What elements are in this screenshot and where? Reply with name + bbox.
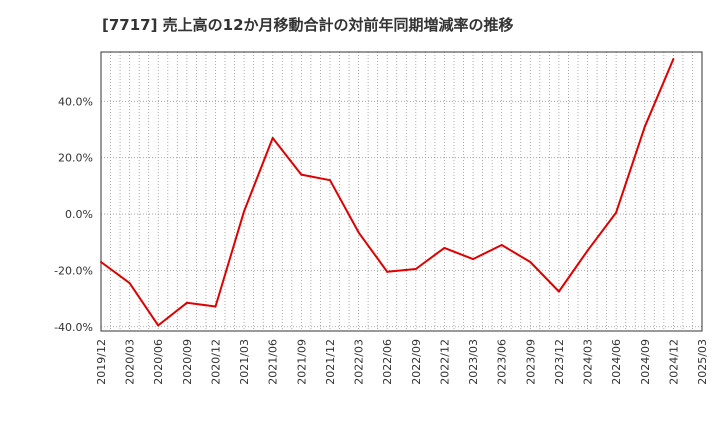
data-point <box>443 246 446 249</box>
data-point <box>100 260 102 263</box>
x-tick-label: 2021/03 <box>238 339 251 385</box>
data-point <box>529 260 532 263</box>
data-point <box>672 58 675 61</box>
grid-lines <box>101 52 702 331</box>
x-tick-label: 2023/09 <box>524 339 537 385</box>
x-tick-label: 2022/12 <box>438 339 451 385</box>
x-tick-label: 2023/12 <box>553 339 566 385</box>
x-tick-label: 2023/06 <box>496 339 509 385</box>
y-tick-label: -20.0% <box>54 264 93 277</box>
data-point <box>300 173 303 176</box>
x-tick-label: 2024/12 <box>667 339 680 385</box>
x-tick-label: 2020/06 <box>152 339 165 385</box>
x-tick-label: 2025/03 <box>696 339 709 385</box>
x-tick-label: 2020/03 <box>124 339 137 385</box>
plot-frame <box>100 51 703 332</box>
y-tick-label: 40.0% <box>58 95 93 108</box>
x-tick-label: 2024/09 <box>639 339 652 385</box>
data-point <box>500 244 503 247</box>
x-tick-label: 2021/06 <box>267 339 280 385</box>
data-point <box>328 179 331 182</box>
data-point <box>472 258 475 261</box>
x-tick-label: 2020/12 <box>209 339 222 385</box>
x-tick-label: 2022/09 <box>410 339 423 385</box>
data-point <box>271 136 274 139</box>
x-tick-label: 2024/06 <box>610 339 623 385</box>
series-line <box>100 58 675 327</box>
data-point <box>157 324 160 327</box>
x-tick-label: 2021/12 <box>324 339 337 385</box>
data-point <box>128 282 131 285</box>
x-tick-label: 2019/12 <box>95 339 108 385</box>
data-point <box>643 125 646 128</box>
series-layer <box>100 58 675 327</box>
y-tick-label: 0.0% <box>65 208 93 221</box>
data-point <box>414 268 417 270</box>
chart-title: [7717] 売上高の12か月移動合計の対前年同期増減率の推移 <box>102 16 514 34</box>
data-point <box>586 249 589 252</box>
data-point <box>185 301 188 304</box>
x-tick-label: 2022/06 <box>381 339 394 385</box>
data-point <box>557 290 560 293</box>
x-tick-label: 2022/03 <box>353 339 366 385</box>
data-point <box>386 270 389 273</box>
y-tick-label: 20.0% <box>58 152 93 165</box>
x-tick-label: 2024/03 <box>582 339 595 385</box>
x-tick-label: 2021/09 <box>295 339 308 385</box>
axis-labels: 40.0% 20.0% 0.0% -20.0% -40.0%2019/12 2020/03… <box>54 95 709 384</box>
x-tick-label: 2023/03 <box>467 339 480 385</box>
data-point <box>357 231 360 234</box>
data-point <box>214 305 217 308</box>
data-point <box>243 210 246 213</box>
x-tick-label: 2020/09 <box>181 339 194 385</box>
data-point <box>615 211 618 214</box>
y-tick-label: -40.0% <box>54 321 93 334</box>
